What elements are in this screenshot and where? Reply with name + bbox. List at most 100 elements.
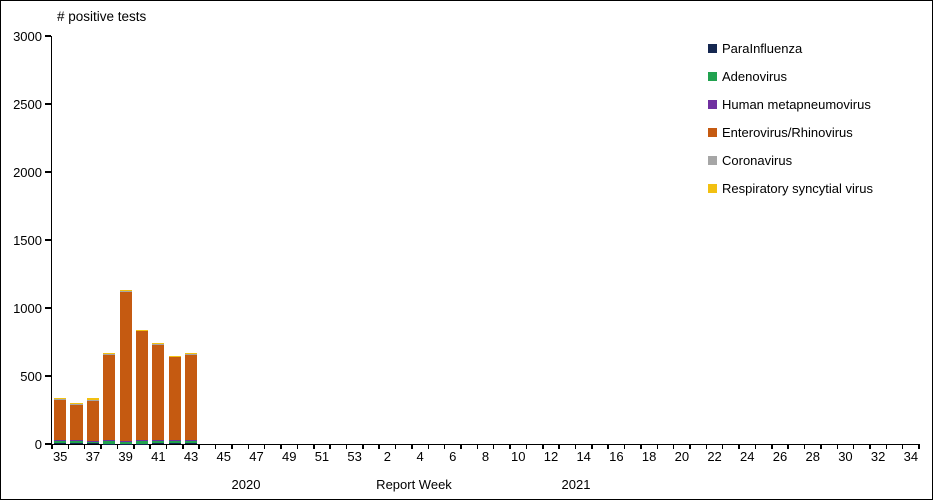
x-tick-mark [623, 444, 626, 449]
week-slot [656, 36, 673, 449]
legend-swatch-icon [708, 100, 717, 109]
x-tick-mark [476, 444, 479, 449]
x-tick-mark [247, 444, 250, 449]
bar-segment-respiratory-syncytial-virus [168, 355, 181, 357]
week-slot [67, 36, 84, 449]
week-slot: 49 [280, 36, 297, 463]
bar-segment-adenovirus [168, 441, 181, 444]
week-slot: 39 [116, 36, 133, 463]
bar-segment-enterovirus-rhinovirus [54, 399, 67, 441]
legend-label: Human metapneumovirus [722, 97, 871, 112]
week-slot [721, 36, 739, 449]
x-tick-mark [820, 444, 822, 449]
x-tick-mark [345, 444, 348, 449]
x-tick-mark [198, 444, 200, 449]
x-tick-label: 47 [249, 449, 264, 464]
x-tick-label: 51 [314, 449, 330, 464]
week-slot: 8 [476, 36, 493, 463]
week-slot: 4 [411, 36, 428, 463]
x-tick-mark [492, 444, 495, 449]
bar-segment-adenovirus [103, 440, 116, 444]
bar-segment-enterovirus-rhinovirus [70, 404, 83, 441]
legend-label: Enterovirus/Rhinovirus [722, 125, 853, 140]
legend-label: ParaInfluenza [722, 41, 803, 56]
week-slot: 35 [51, 36, 68, 463]
x-tick-label: 18 [641, 449, 657, 464]
legend-swatch-icon [708, 184, 717, 193]
week-slot [754, 36, 771, 449]
week-slot [296, 36, 313, 449]
x-tick-mark [83, 444, 86, 449]
x-tick-label: 16 [609, 449, 624, 464]
week-slot [133, 36, 150, 449]
week-slot: 41 [149, 36, 166, 463]
week-slot [198, 36, 215, 449]
week-slot: 45 [214, 36, 232, 463]
x-tick-mark [443, 444, 446, 449]
x-tick-label: 22 [707, 449, 722, 464]
y-axis-title: # positive tests [57, 9, 147, 24]
legend: ParaInfluenza Adenovirus Human metapneumov… [708, 42, 873, 210]
bar-segment-respiratory-syncytial-virus [152, 342, 165, 344]
bar-segment-enterovirus-rhinovirus [86, 401, 99, 441]
y-tick-mark [44, 171, 51, 173]
bar-segment-parainfluenza [185, 443, 198, 444]
x-tick-mark [607, 444, 609, 449]
legend-item: Human metapneumovirus [708, 98, 873, 111]
bar-segment-respiratory-syncytial-virus [185, 352, 198, 354]
x-tick-mark [214, 444, 217, 449]
x-tick-mark [411, 444, 413, 449]
x-tick-mark [918, 444, 920, 449]
y-tick-label: 500 [20, 368, 42, 384]
legend-item: Enterovirus/Rhinovirus [708, 126, 873, 139]
legend-item: Coronavirus [708, 154, 873, 167]
legend-label: Coronavirus [722, 153, 793, 168]
bar-segment-coronavirus [86, 399, 99, 402]
y-tick-mark [44, 239, 51, 241]
bar-segment-coronavirus [152, 343, 165, 345]
x-tick-mark [165, 444, 168, 449]
x-tick-mark [280, 444, 282, 449]
week-slot: 10 [509, 36, 526, 463]
week-slot [820, 36, 837, 449]
bar-segment-adenovirus [86, 441, 99, 444]
week-slot: 16 [607, 36, 624, 463]
week-slot [394, 36, 412, 449]
week-slot [689, 36, 706, 449]
week-slot: 18 [640, 36, 657, 463]
y-tick-label: 1000 [13, 300, 42, 316]
x-tick-label: 28 [805, 449, 820, 464]
x-tick-mark [133, 444, 135, 449]
bar-segment-parainfluenza [168, 443, 181, 444]
x-tick-label: 30 [838, 449, 853, 464]
x-tick-mark [542, 444, 544, 449]
x-tick-label: 6 [449, 449, 457, 464]
bar-segment-enterovirus-rhinovirus [103, 353, 116, 440]
bar-segment-adenovirus [70, 440, 83, 443]
bar-segment-parainfluenza [70, 442, 83, 444]
y-tick-label: 1500 [13, 232, 42, 248]
y-tick-label: 3000 [13, 28, 42, 44]
x-tick-label: 2 [383, 449, 391, 464]
week-slot: 34 [901, 36, 919, 463]
bar-segment-human-metapneumovirus [86, 440, 99, 442]
x-tick-mark [329, 444, 331, 449]
plot-area: 35 37 39 41 43 45 47 49 51 53 2 4 6 8 10 12 14 16 18 20 22 24… [13, 30, 920, 463]
bar-segment-parainfluenza [54, 443, 67, 444]
x-tick-mark [901, 444, 904, 449]
week-slot [165, 36, 183, 449]
y-tick-label: 2000 [13, 164, 42, 180]
week-slot [591, 36, 608, 449]
bar-segment-human-metapneumovirus [185, 439, 198, 441]
y-tick-mark [44, 375, 51, 377]
bar-segment-respiratory-syncytial-virus [70, 403, 83, 404]
week-slot [492, 36, 510, 449]
x-axis-year-2021: 2021 [561, 477, 591, 492]
bar-segment-parainfluenza [86, 443, 99, 444]
week-slot: 32 [869, 36, 886, 463]
x-tick-mark [460, 444, 462, 449]
x-tick-mark [378, 444, 380, 449]
week-slot [852, 36, 870, 449]
week-slot: 43 [182, 36, 199, 463]
week-slot: 14 [574, 36, 592, 463]
